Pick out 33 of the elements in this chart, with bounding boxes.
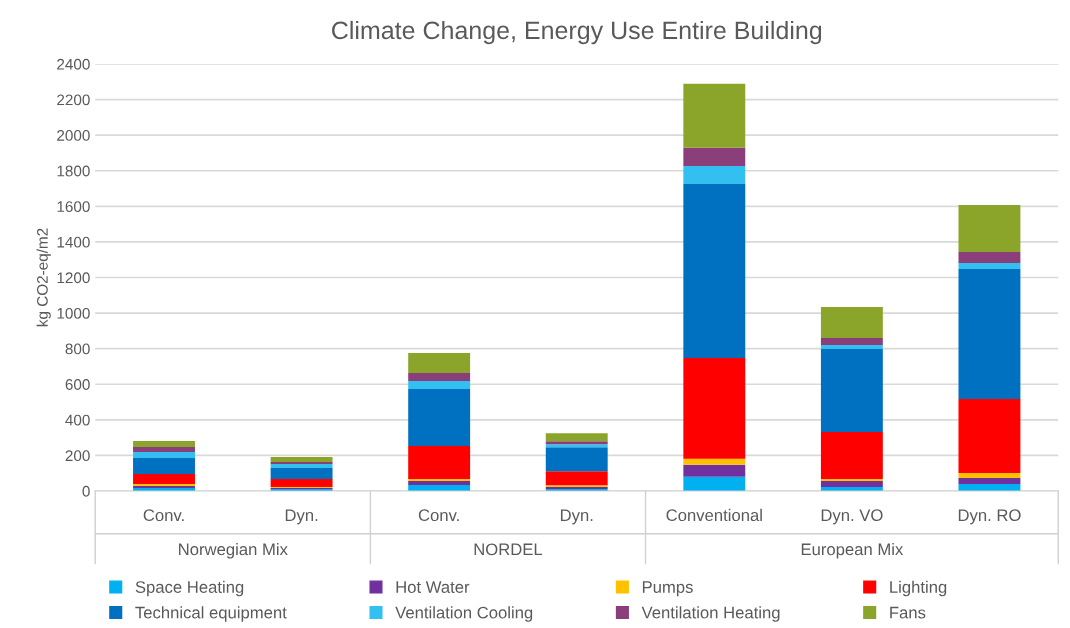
y-tick-label: 2200: [57, 94, 90, 106]
y-tick-label: 600: [65, 379, 90, 390]
y-tick-label: 2000: [57, 130, 90, 141]
chart-title: Climate Change, Energy Use Entire Building: [332, 20, 822, 45]
legend-label: Technical equipment: [135, 606, 287, 622]
y-tick-label: 1000: [57, 307, 90, 319]
legend-label: Hot Water: [396, 581, 470, 593]
x-tick-label: Dyn. RO: [958, 509, 1021, 525]
legend-label: Ventilation Cooling: [395, 606, 533, 622]
y-tick-label: 2400: [57, 58, 90, 70]
y-axis-title: kg CO2-eq/m2: [36, 228, 51, 327]
x-tick-label: Dyn.: [560, 509, 593, 525]
y-tick-label: 1400: [57, 236, 90, 248]
text: European Mix: [801, 543, 904, 559]
y-tick-label: 1800: [57, 165, 90, 177]
x-tick-label: Conv.: [143, 509, 184, 522]
text: NORDEL: [474, 543, 543, 556]
legend-label: Space Heating: [135, 580, 244, 597]
y-tick-label: 0: [82, 485, 90, 497]
legend-label: Pumps: [642, 581, 693, 597]
legend-label: Ventilation Heating: [641, 606, 780, 622]
y-tick-label: 200: [65, 450, 90, 462]
x-tick-label: Conventional: [666, 508, 762, 522]
y-tick-label: 400: [65, 414, 90, 426]
legend-label: Fans: [890, 606, 926, 619]
x-tick-label: Conv.: [418, 509, 459, 522]
x-tick-label: Dyn. VO: [821, 509, 883, 525]
x-tick-label: Dyn.: [285, 509, 318, 525]
text: Norwegian Mix: [179, 543, 288, 559]
y-tick-label: 1200: [57, 272, 90, 284]
legend-label: Lighting: [890, 580, 947, 597]
y-tick-label: 800: [65, 343, 90, 355]
y-tick-label: 1600: [57, 201, 90, 213]
